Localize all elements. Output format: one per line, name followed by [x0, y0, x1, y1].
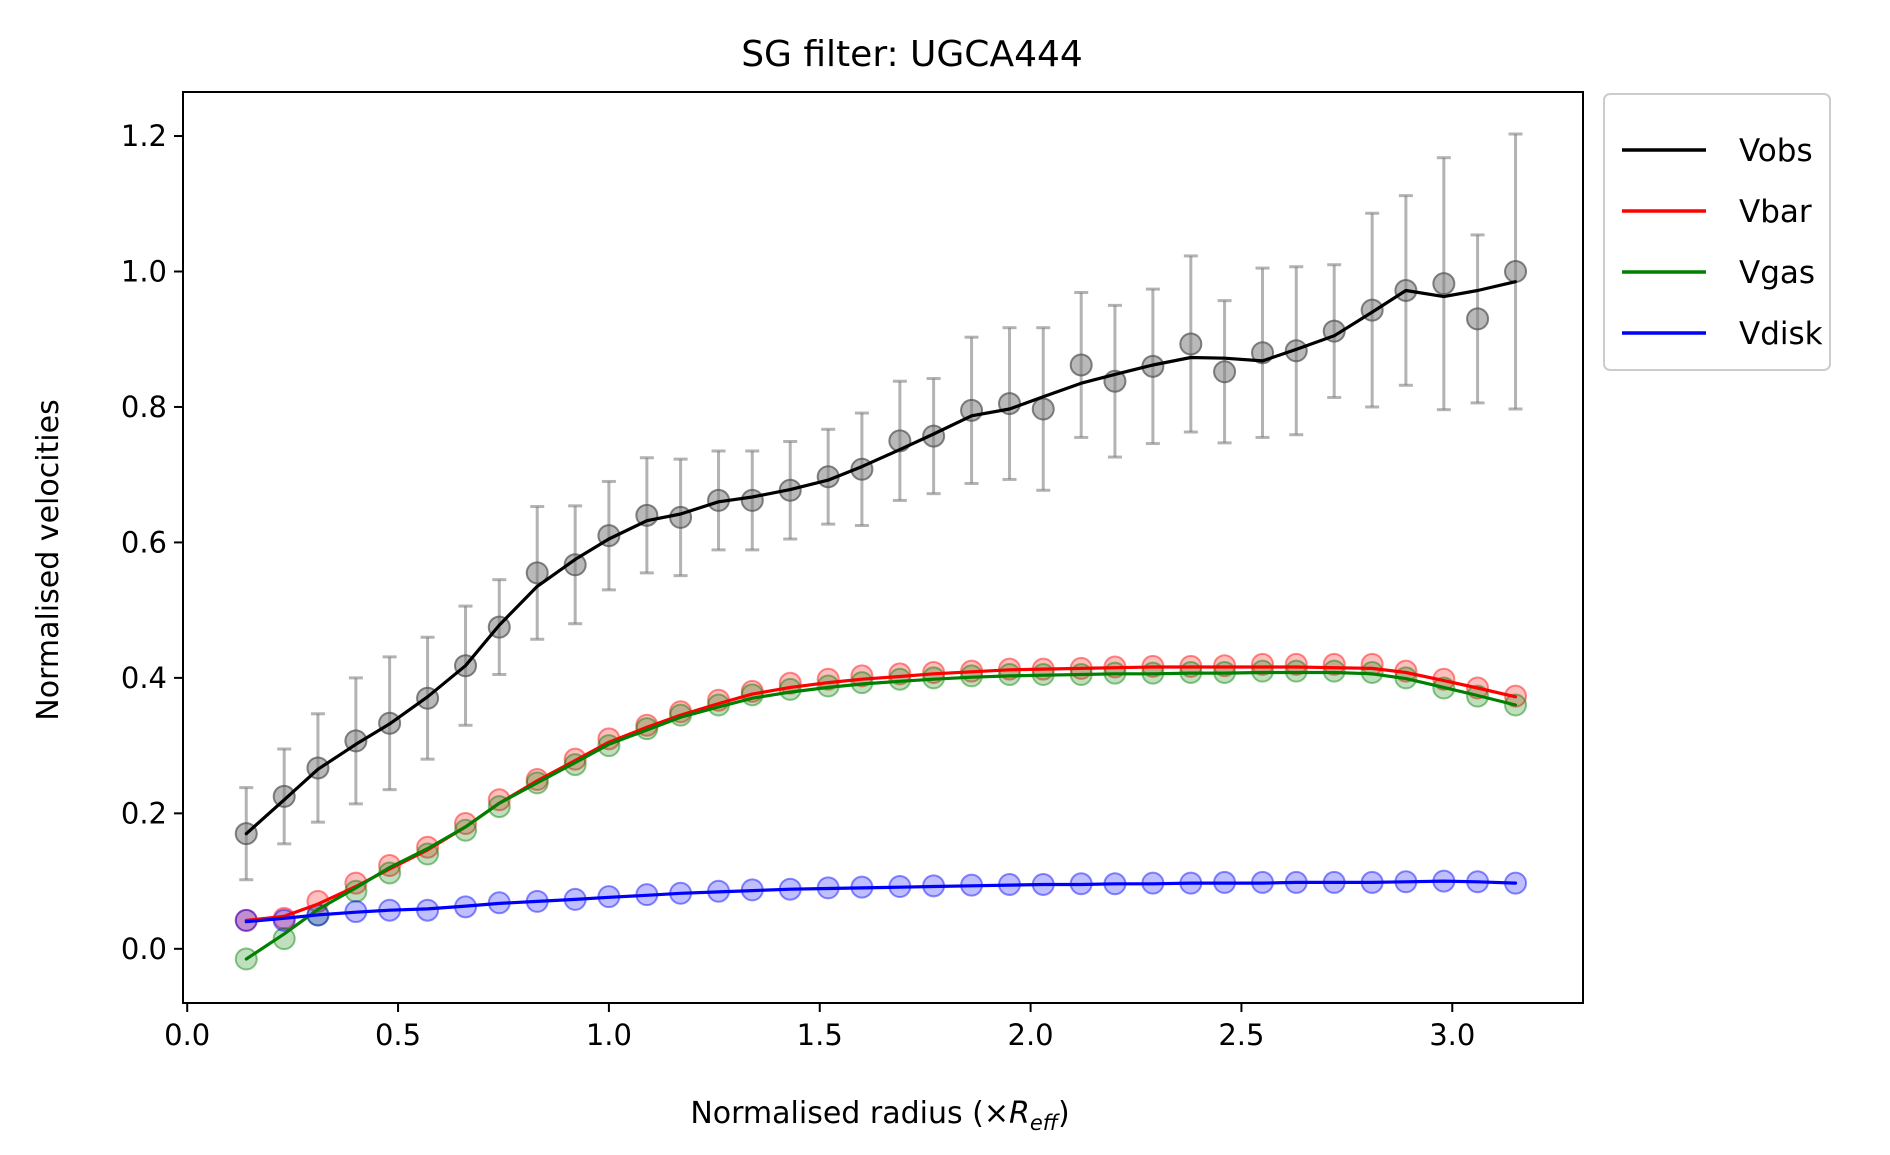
vobs-point	[1466, 307, 1490, 331]
x-tick-label: 2.5	[1218, 1018, 1264, 1052]
y-tick-label: 1.0	[121, 254, 167, 288]
vobs-point	[740, 488, 764, 512]
vobs-point	[1213, 360, 1237, 384]
vobs-point	[272, 784, 296, 808]
vobs-point	[1504, 259, 1528, 283]
y-tick-label: 0.6	[121, 525, 167, 559]
y-tick-label: 1.2	[121, 119, 167, 153]
vobs-point	[1069, 353, 1093, 377]
vobs-point	[563, 553, 587, 577]
legend-label-vgas: Vgas	[1739, 255, 1815, 291]
y-tick-label: 0.8	[121, 390, 167, 424]
y-tick-label: 0.4	[121, 661, 167, 695]
x-tick-label: 2.0	[1008, 1018, 1054, 1052]
legend-label-vbar: Vbar	[1739, 194, 1812, 230]
x-tick-label: 3.0	[1429, 1018, 1475, 1052]
y-tick-label: 0.0	[121, 932, 167, 966]
vgas-point	[888, 667, 912, 691]
legend: Vobs Vbar Vgas Vdisk	[1603, 93, 1831, 371]
x-tick-label: 0.5	[375, 1018, 421, 1052]
vobs-point	[1179, 332, 1203, 356]
vobs-line	[244, 280, 1518, 836]
vgas-line	[244, 670, 1518, 961]
legend-box	[1603, 93, 1831, 371]
vgas-point	[272, 927, 296, 951]
x-tick-label: 1.0	[586, 1018, 632, 1052]
y-tick-label: 0.2	[121, 796, 167, 830]
vobs-point	[1432, 272, 1456, 296]
vobs-point	[1031, 397, 1055, 421]
vobs-point	[525, 561, 549, 585]
axes-frame	[182, 91, 1584, 1004]
legend-label-vobs: Vobs	[1739, 133, 1813, 169]
x-axis-label: Normalised radius (×Reff)	[690, 1096, 1069, 1135]
vdisk-line	[244, 879, 1518, 924]
legend-label-vdisk: Vdisk	[1739, 316, 1823, 352]
chart-title: SG filter: UGCA444	[741, 34, 1083, 75]
vbar-point	[1284, 652, 1308, 676]
y-axis-label: Normalised velocities	[31, 399, 66, 720]
vbar-point	[888, 662, 912, 686]
x-tick-label: 0.0	[164, 1018, 210, 1052]
vbar-point	[1251, 652, 1275, 676]
vbar-point	[1322, 652, 1346, 676]
x-tick-label: 1.5	[797, 1018, 843, 1052]
plot-area: 0.0 0.5 1.0 1.5 2.0 2.5 3.0 0.0 0.2 0.4 0.6 0.8 1.0 1…	[121, 91, 1584, 1052]
